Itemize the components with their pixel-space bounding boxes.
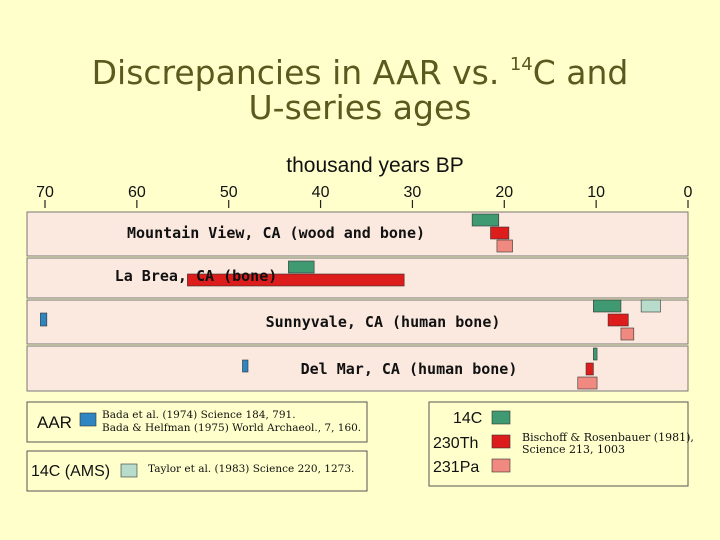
legend-ams-box [26, 450, 368, 492]
legend-231pa-swatch [491, 458, 511, 473]
legend-ams-label: 14C (AMS) [31, 463, 110, 480]
age-bar [187, 273, 405, 287]
age-bar [471, 213, 500, 227]
title-text-part1: Discrepancies in AAR vs. [91, 53, 510, 92]
site-panel [26, 299, 689, 345]
site-label: La Brea, CA (bone) [115, 267, 278, 285]
x-axis-ticks: 70 60 50 40 30 20 10 0 [36, 184, 693, 208]
x-tick-label: 60 [128, 184, 146, 201]
age-bar [620, 327, 635, 341]
legend-aar-swatch [79, 412, 97, 427]
site-panel [26, 211, 689, 257]
site-label: Mountain View, CA (wood and bone) [127, 224, 425, 242]
title-text-line2: U-series ages [248, 88, 472, 127]
age-bar [496, 239, 513, 253]
x-tick-label: 40 [312, 184, 330, 201]
site-label: Del Mar, CA (human bone) [301, 360, 518, 378]
legend-useries-ref1: Bischoff & Rosenbauer (1981), [522, 431, 694, 444]
x-tick-label: 0 [684, 184, 693, 201]
age-bar [577, 376, 598, 390]
slide-title: Discrepancies in AAR vs. 14C and [0, 45, 720, 93]
legend-aar-ref1: Bada et al. (1974) Science 184, 791. [102, 409, 296, 421]
slide-subtitle: U-series ages [0, 88, 720, 128]
legend-230th-swatch [491, 434, 511, 449]
title-superscript: 14 [509, 54, 533, 75]
age-bar [40, 312, 48, 327]
title-text-part2: C and [532, 53, 629, 92]
legend-right: 14C 230Th 231Pa Bischoff & Rosenbauer (1… [428, 401, 694, 487]
legend-useries-ref2: Science 213, 1003 [522, 443, 625, 456]
age-bar [640, 299, 661, 313]
legend-230th-label: 230Th [433, 435, 478, 452]
legend-useries-box [428, 401, 689, 487]
age-bar [593, 299, 622, 313]
age-bar [607, 313, 629, 327]
legend-14c-swatch [491, 410, 511, 425]
legend-ams-ref: Taylor et al. (1983) Science 220, 1273. [148, 463, 354, 475]
site-panels: Mountain View, CA (wood and bone) La Brea… [26, 211, 689, 392]
x-tick-label: 70 [36, 184, 54, 201]
x-axis-label: thousand years BP [286, 154, 463, 177]
age-bar [490, 226, 510, 240]
x-tick-label: 50 [220, 184, 238, 201]
age-bar [593, 347, 598, 361]
x-tick-label: 30 [404, 184, 422, 201]
legend-ams-swatch [120, 463, 138, 478]
age-bar [242, 359, 249, 373]
legend-left: AAR Bada et al. (1974) Science 184, 791.… [26, 401, 368, 492]
x-tick-label: 10 [587, 184, 605, 201]
age-bar [585, 362, 594, 376]
age-bar [288, 260, 315, 274]
legend-aar-ref2: Bada & Helfman (1975) World Archaeol., 7… [102, 422, 361, 434]
site-label: Sunnyvale, CA (human bone) [266, 313, 501, 331]
legend-aar-label: AAR [37, 413, 72, 432]
legend-231pa-label: 231Pa [433, 459, 479, 476]
legend-14c-label: 14C [453, 410, 482, 427]
x-tick-label: 20 [495, 184, 513, 201]
